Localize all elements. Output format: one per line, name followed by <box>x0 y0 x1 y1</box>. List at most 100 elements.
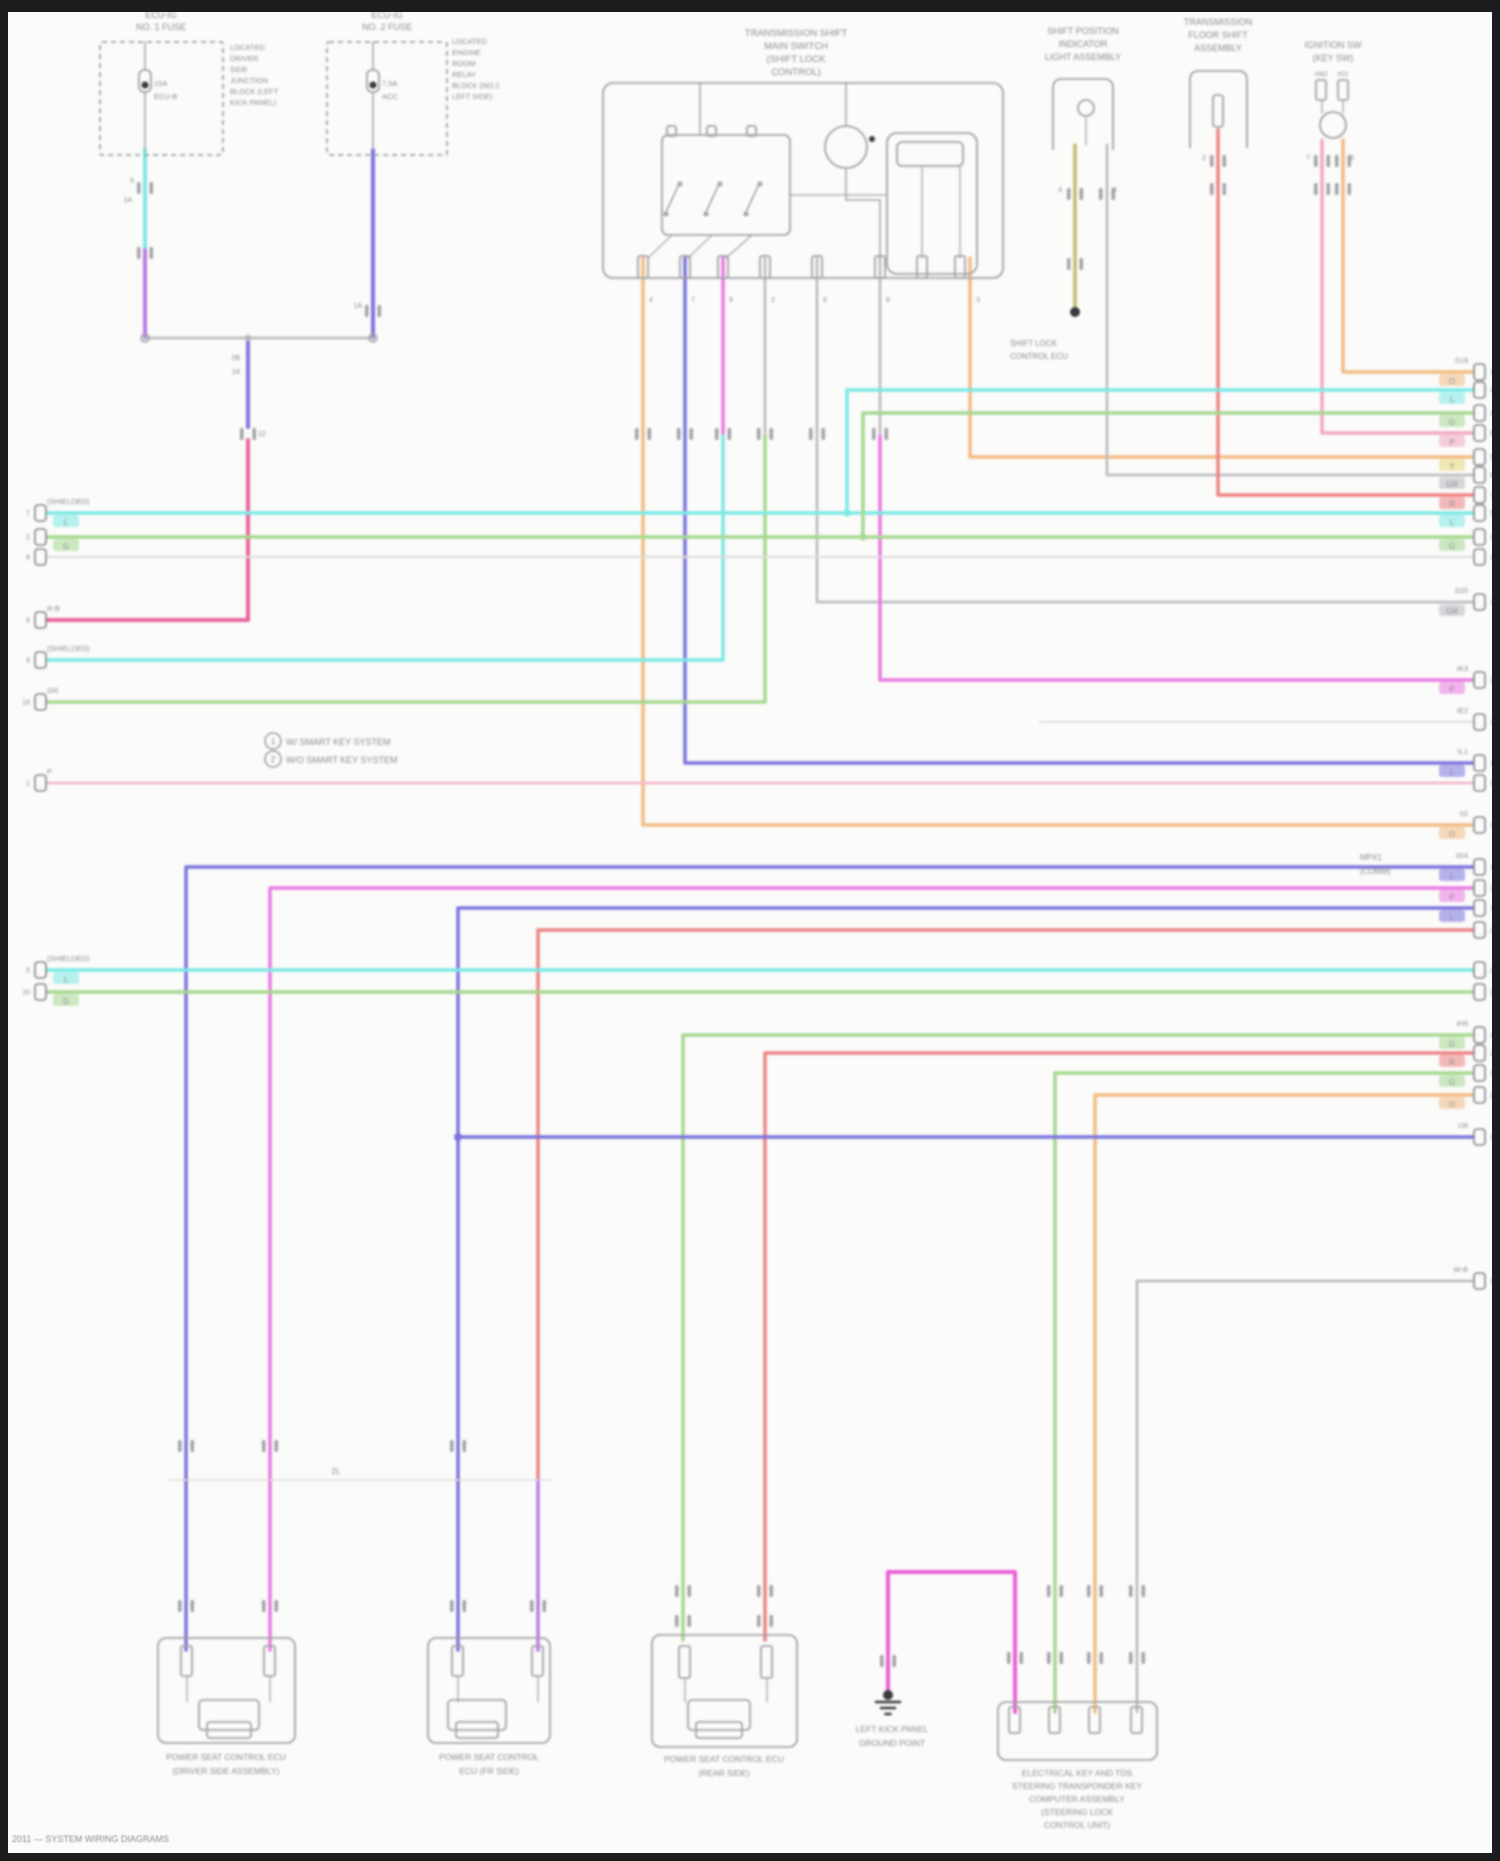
label: (SHIELDED) <box>47 497 90 506</box>
label: FLOOR SHIFT <box>1188 30 1248 40</box>
wire-code-pill <box>1439 415 1465 427</box>
label: LIGHT ASSEMBLY <box>1045 52 1121 62</box>
wire-int3 <box>845 167 881 259</box>
connector-tick <box>757 428 761 440</box>
connector-tick <box>262 1440 266 1452</box>
connector-tick <box>687 1585 691 1597</box>
label: 1A <box>353 303 362 310</box>
pin <box>637 255 649 279</box>
wire-sw-gray <box>815 256 1478 604</box>
sw-dot <box>703 211 709 217</box>
wire-seat3-red <box>763 1051 1478 1642</box>
label: ECU-B <box>154 92 177 101</box>
label: SHIFT LOCK <box>1010 339 1058 348</box>
label: POWER SEAT CONTROL ECU <box>664 1754 784 1764</box>
wire-key-gray <box>1135 1279 1478 1714</box>
label: 8 <box>1350 155 1354 162</box>
label: 15A <box>154 79 167 88</box>
ecu2-inner <box>447 1699 507 1731</box>
connector-tick <box>240 428 244 440</box>
wire-code-pill <box>1439 827 1465 839</box>
connector-tick <box>1059 1652 1063 1664</box>
label: JUNCTION <box>230 76 268 85</box>
label: 3 <box>976 297 980 304</box>
wire-code: L <box>1450 395 1455 404</box>
label: 9 <box>729 297 733 304</box>
connector-stub-left <box>34 651 47 669</box>
connector-tick <box>769 428 773 440</box>
connector-tick <box>809 428 813 440</box>
pin-number: 5 <box>26 968 30 975</box>
relay-inner <box>896 141 964 167</box>
connector-tick <box>530 1600 534 1612</box>
connector-tick <box>1111 188 1115 200</box>
label: POWER SEAT CONTROL <box>439 1752 539 1762</box>
label: IJ6 <box>1458 1121 1468 1130</box>
wire-code-pill <box>1439 890 1465 902</box>
motor-pin <box>869 136 875 142</box>
wire-code: P <box>1449 438 1454 447</box>
wire-int4 <box>647 234 673 259</box>
wire-sw-blue <box>683 256 1478 765</box>
connector-stub-right <box>1473 983 1486 1001</box>
footer-text: 2011 — SYSTEM WIRING DIAGRAMS <box>12 1834 169 1844</box>
connector-tick <box>677 428 681 440</box>
label: ELECTRICAL KEY AND TDS <box>1022 1768 1133 1778</box>
connector-stub-right <box>1473 1128 1486 1146</box>
wire-code-pill <box>1439 459 1465 471</box>
pin <box>717 255 729 279</box>
label: (STEERING LOCK <box>1041 1807 1113 1817</box>
pin <box>746 125 757 137</box>
wire-code-pill <box>1439 477 1465 489</box>
wire-code-pill <box>1439 539 1465 551</box>
pin <box>678 1645 691 1679</box>
wire-code: O <box>1449 1100 1455 1109</box>
wire-code: G <box>63 542 69 551</box>
wire-code: GR <box>1446 607 1458 616</box>
pin <box>531 1645 544 1677</box>
connector-tick <box>1314 183 1318 195</box>
connector-tick <box>178 1440 182 1452</box>
bulb-symbol <box>1077 99 1095 117</box>
wire-code: G <box>1449 1040 1455 1049</box>
connector-tick <box>689 428 693 440</box>
main-switch-box <box>602 82 1004 279</box>
pin <box>263 1645 276 1677</box>
wire-seat2-red <box>536 928 1478 1482</box>
label: ACC <box>382 92 398 101</box>
wire-code: R <box>1449 500 1455 509</box>
connector-stub-left <box>34 961 47 979</box>
wire-code: G <box>1449 542 1455 551</box>
wire-sw2 <box>705 181 721 213</box>
connector-tick <box>1210 155 1214 167</box>
wire-sw-grn-dn <box>44 434 767 704</box>
connector-tick <box>149 247 153 259</box>
pin <box>811 255 823 279</box>
label: (REAR SIDE) <box>698 1768 750 1778</box>
connector-tick <box>884 428 888 440</box>
label: RELAY <box>452 70 476 79</box>
ecu2-inner2 <box>455 1721 499 1739</box>
wire-code-pill <box>1439 765 1465 777</box>
label: 12 <box>258 431 266 438</box>
junction-blue <box>454 1133 462 1141</box>
label: IG2 <box>1338 71 1349 78</box>
wire-int5 <box>687 234 713 259</box>
page-border-bottom <box>0 1853 1500 1861</box>
wire-code: P <box>1449 685 1454 694</box>
connector-tick <box>769 1585 773 1597</box>
label: 4 <box>1058 187 1062 194</box>
connector-stub-left <box>34 693 47 711</box>
wire-code-pill <box>53 994 79 1006</box>
pin <box>759 255 771 279</box>
wire-sw-mag-dn <box>878 434 1478 682</box>
connector-stub-left <box>34 611 47 629</box>
fuse-b-element <box>366 69 380 93</box>
wire-code-pill <box>1439 392 1465 404</box>
label: IGNITION SW <box>1305 40 1363 50</box>
label: (SHIFT LOCK <box>767 54 827 65</box>
wire-code-pill <box>1439 374 1465 386</box>
label: (KEY SW) <box>1313 53 1354 63</box>
label: 8 <box>886 297 890 304</box>
